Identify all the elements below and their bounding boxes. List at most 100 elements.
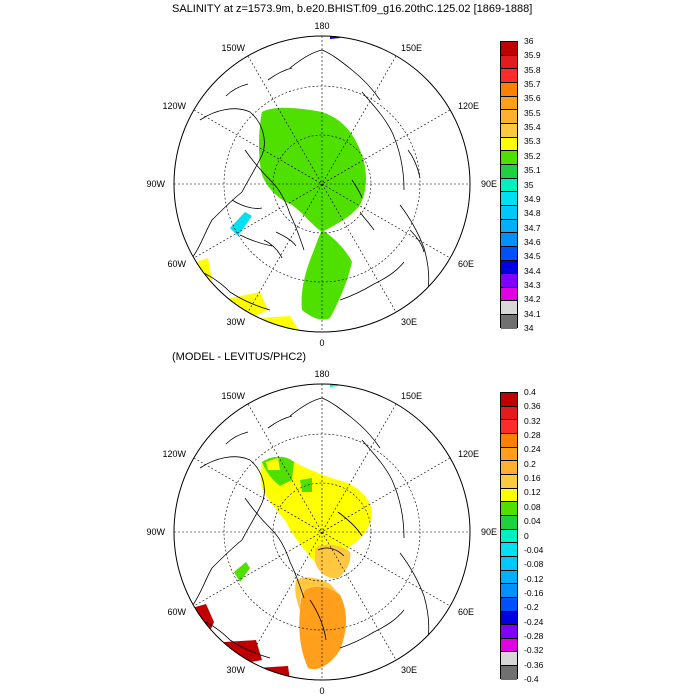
field-orange-lower [299,586,346,670]
field-yellow-hole [266,458,280,470]
panel2-lon-150w: 150W [221,391,245,401]
colorbar-segment [501,420,517,434]
colorbar-tick-label: 34.1 [524,308,541,319]
panel2-lon-30e: 30E [401,665,418,675]
panel1-lon-60e: 60E [458,259,475,269]
panel2-graticule [174,384,470,680]
colorbar-segment [501,666,517,680]
colorbar-segment [501,570,517,585]
colorbar-tick-label: 34.9 [524,193,541,204]
field-yellow-sw [222,292,268,318]
colorbar-segment [501,447,517,462]
colorbar-tick-label: -0.32 [524,645,544,656]
field-red-s [256,666,290,680]
colorbar-tick-label: 34.4 [524,265,541,276]
colorbar-tick-label: -0.24 [524,616,544,627]
colorbar-segment [501,123,517,138]
colorbar-tick-label: 35.3 [524,136,541,147]
field-cyan-patch [230,212,252,236]
colorbar-tick-label: 35.1 [524,165,541,176]
colorbar-segment [501,406,517,421]
panel2-lon-0: 0 [319,686,325,696]
field-red-sw [224,640,262,664]
colorbar-tick-label: 0.32 [524,415,541,426]
colorbar-tick-label: 35 [524,179,534,190]
colorbar-tick-label: 34.3 [524,279,541,290]
colorbar-tick-label: 35.5 [524,107,541,118]
colorbar-segment [501,556,517,571]
colorbar-tick-label: -0.08 [524,559,544,570]
colorbar-segment [501,393,517,407]
colorbar-segment [501,260,517,275]
colorbar-tick-label: -0.04 [524,544,544,555]
panel1-map-frame [173,35,471,333]
panel2-difference-field [192,384,372,680]
colorbar-tick-label: 0.4 [524,387,536,397]
colorbar-segment [501,246,517,261]
colorbar-segment [501,301,517,316]
colorbar-segment [501,433,517,448]
colorbar-tick-label: -0.36 [524,659,544,670]
panel1-graticule [174,36,470,332]
colorbar-segment [501,205,517,220]
colorbar-segment [501,274,517,288]
colorbar-segment [501,137,517,152]
colorbar-tick-label: 0 [524,530,529,541]
panel2-lon-120e: 120E [458,449,480,459]
colorbar-tick-label: 34.2 [524,294,541,305]
field-blue-top [330,36,342,39]
field-greenpatch-w [234,562,250,582]
colorbar-segment [501,151,517,165]
colorbar-segment [501,110,517,124]
colorbar-segment [501,597,517,612]
colorbar-segment [501,584,517,598]
colorbar-tick-label: 34.6 [524,236,541,247]
panel1-lon-30e: 30E [401,317,418,327]
colorbar-segment [501,625,517,639]
colorbar-tick-label: 0.36 [524,401,541,412]
panel2-title: (MODEL - LEVITUS/PHC2) [172,351,307,363]
panel1-lon-150e: 150E [401,43,423,53]
colorbar-segment [501,69,517,83]
panel2-coastlines [191,397,430,659]
colorbar-tick-label: 36 [524,36,534,46]
panel2-lon-150e: 150E [401,391,423,401]
colorbar-segment [501,178,517,193]
colorbar-segment [501,96,517,111]
colorbar-segment [501,515,517,530]
colorbar-tick-label: 0.12 [524,487,541,498]
panel2-lon-180: 180 [314,369,330,379]
colorbar-tick-label: 35.2 [524,150,541,161]
colorbar-segment [501,502,517,516]
colorbar-tick-label: -0.12 [524,573,544,584]
field-cyan-top [330,384,340,387]
colorbar-segment [501,543,517,557]
colorbar-segment [501,315,517,329]
panel2-lon-30w: 30W [226,665,245,675]
field-lightorange-center [315,544,351,579]
colorbar-segment [501,164,517,179]
field-yellow-main [260,458,372,570]
colorbar-segment [501,287,517,302]
colorbar-tick-label: 34.5 [524,251,541,262]
colorbar-segment [501,42,517,56]
panel2-colorbar [500,392,518,680]
field-green-small [300,478,312,492]
colorbar-tick-label: 34.8 [524,208,541,219]
panel1-lon-0: 0 [319,338,325,348]
colorbar-segment [501,55,517,70]
colorbar-tick-label: -0.2 [524,602,539,613]
colorbar-tick-label: 0.04 [524,516,541,527]
panel2-lon-60e: 60E [458,607,475,617]
field-lightorange-ring [295,577,340,610]
colorbar-segment [501,233,517,247]
colorbar-tick-label: -0.16 [524,587,544,598]
panel1-lon-90w: 90W [146,179,165,189]
panel2-lon-60w: 60W [167,607,186,617]
panel1-lon-30w: 30W [226,317,245,327]
field-green-lower [301,230,352,320]
panel1-colorbar [500,41,518,329]
panel1-lon-150w: 150W [221,43,245,53]
panel1-lon-60w: 60W [167,259,186,269]
